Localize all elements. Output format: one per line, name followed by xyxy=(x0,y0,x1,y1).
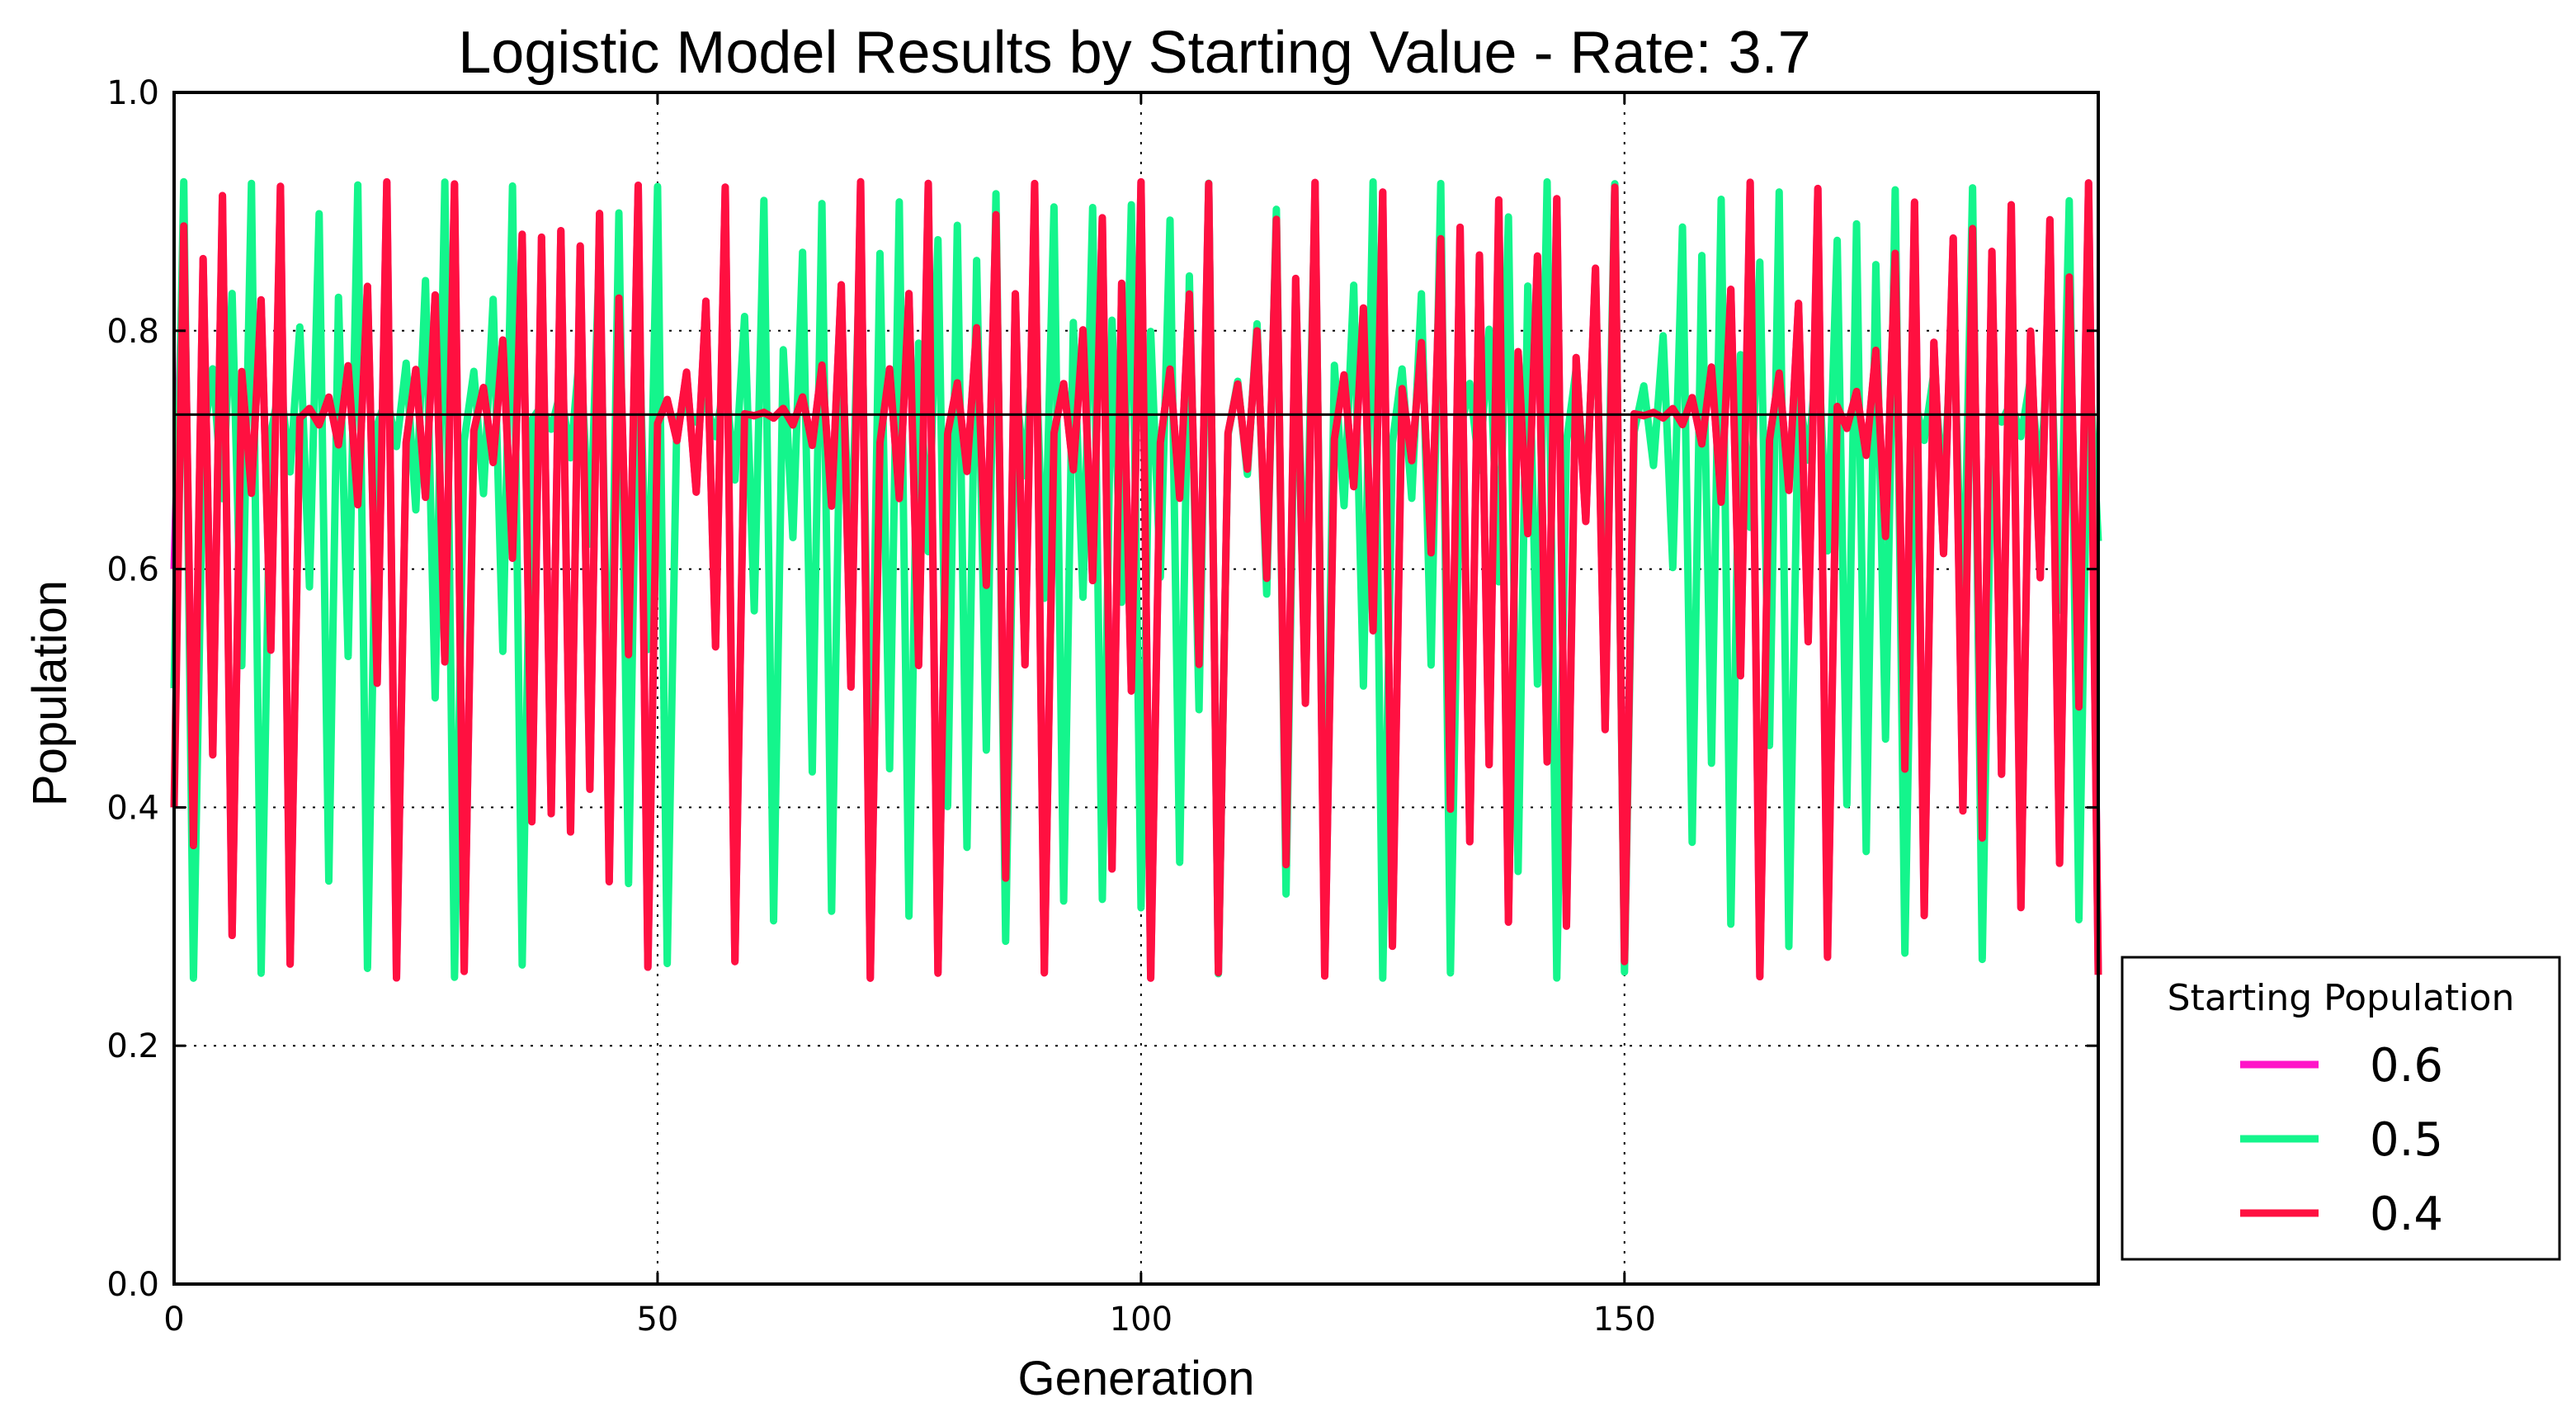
y-tick-label: 0.8 xyxy=(106,313,159,351)
x-tick-label: 150 xyxy=(1593,1301,1656,1339)
tick-layer: 0 50 100 150 0.0 0.2 0.4 0.6 0.8 1.0 xyxy=(106,74,2098,1339)
y-tick-label: 0.4 xyxy=(106,789,159,827)
legend-frame xyxy=(2121,956,2561,1261)
chart-title: Logistic Model Results by Starting Value… xyxy=(458,20,1810,86)
y-tick-label: 1.0 xyxy=(106,74,159,112)
legend-label-0-4: 0.4 xyxy=(2370,1188,2443,1241)
y-tick-label: 0.2 xyxy=(106,1027,159,1065)
y-axis-label: Population xyxy=(23,580,77,806)
y-tick-label: 0.0 xyxy=(106,1266,159,1304)
legend-label-0-5: 0.5 xyxy=(2370,1113,2443,1167)
series-layer xyxy=(170,177,2102,982)
x-tick-label: 0 xyxy=(163,1301,184,1339)
x-tick-label: 100 xyxy=(1110,1301,1172,1339)
legend-label-0-6: 0.6 xyxy=(2370,1039,2443,1093)
legend-entries: 0.6 0.5 0.4 xyxy=(2240,1039,2443,1241)
legend: Starting Population 0.6 0.5 0.4 xyxy=(2121,956,2561,1261)
legend-title: Starting Population xyxy=(2168,977,2515,1019)
x-tick-label: 50 xyxy=(636,1301,678,1339)
y-tick-label: 0.6 xyxy=(106,551,159,589)
plot-frame xyxy=(172,91,2100,1286)
series-line-0-4 xyxy=(170,177,2102,982)
x-axis-label: Generation xyxy=(1018,1352,1255,1405)
